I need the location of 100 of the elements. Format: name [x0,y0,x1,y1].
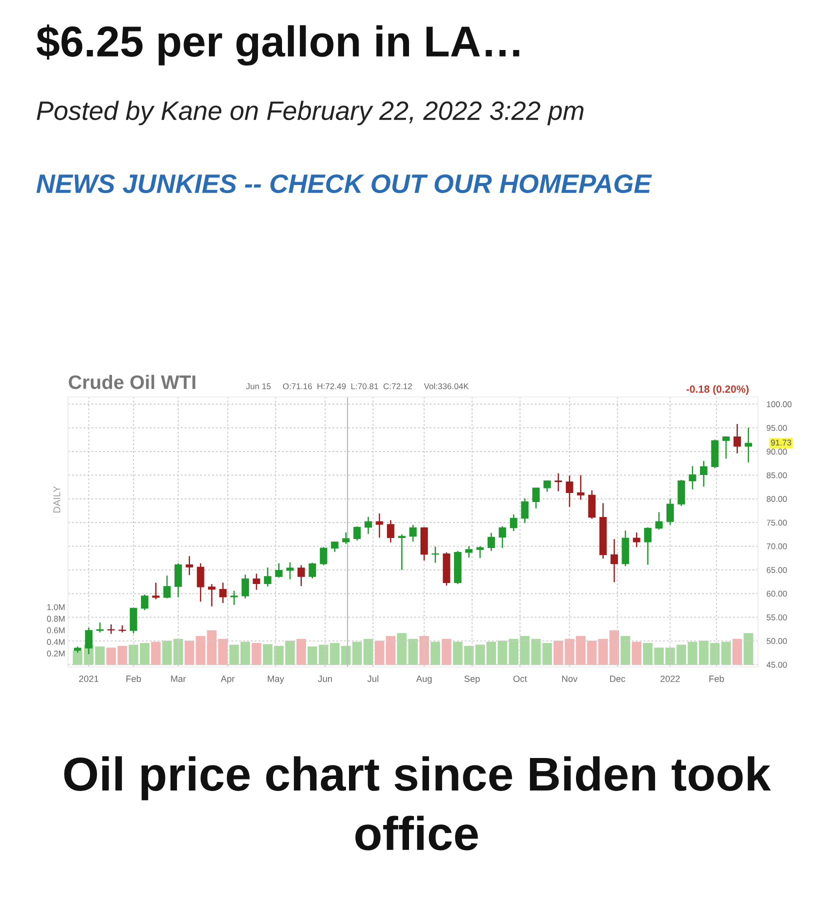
text: -0.18 (0.20%) [686,385,749,395]
bar [732,638,742,665]
y-tick-label: 90.00 [766,448,787,455]
candlestick [196,562,204,602]
candlestick [734,423,741,454]
candlestick [364,516,372,535]
x-tick-label: Jun [318,676,332,682]
candlestick [409,524,417,542]
x-tick-label: Oct [513,676,527,682]
candlestick [96,622,104,634]
y-tick-label: 0.4M [47,639,65,645]
y-tick-label: 0.8M [47,616,65,622]
candlestick [286,562,294,580]
bar [442,638,452,665]
candlestick [588,490,596,520]
candlestick [521,498,529,524]
x-tick-label: Jul [367,675,378,682]
bar [620,636,630,665]
y-tick-label: 55.00 [766,614,787,620]
x-tick-label: Feb [126,675,141,682]
candlestick [532,487,540,509]
text: Jun 15 O:71.16 H:72.49 L:70.81 C:72.12 Vol:336.04K [246,383,469,390]
x-tick-label: Dec [610,676,626,682]
bar [296,638,306,665]
bar [721,642,731,665]
candlestick [498,526,506,549]
y-tick-label: 60.00 [766,590,787,597]
y-tick-label: 0.6M [47,627,65,634]
y-tick-label: 0.2M [47,650,65,656]
candlestick [118,624,126,634]
candlestick [242,574,249,599]
y-tick-label: 65.00 [766,567,787,573]
y-tick-label: 70.00 [766,543,787,550]
y-tick-label: 95.00 [766,424,787,431]
candlestick [566,475,574,508]
candlestick [632,532,640,548]
candlestick [320,546,328,566]
candlestick [275,562,283,578]
candlestick [488,532,495,552]
text: Posted by Kane on February 22, 2022 3:22 pm [36,100,584,126]
candlestick [688,466,696,490]
x-tick-label: Mar [171,676,186,682]
candlestick [398,534,406,571]
candlestick [476,546,484,559]
x-tick-label: 2021 [79,676,98,682]
candlestick [722,436,730,460]
candlestick [700,460,708,488]
x-tick-label: Aug [416,676,432,684]
candlestick [510,514,518,532]
y-tick-label: 45.00 [766,662,787,668]
candlestick [666,498,674,526]
candlestick [308,562,316,580]
y-tick-label: 1.0M [47,604,65,610]
y-tick-label: 75.00 [766,520,787,526]
annotation: 91.73 [771,440,792,446]
bar [744,633,754,665]
candlestick [376,512,384,538]
text: NEWS JUNKIES -- CHECK OUT OUR HOMEPAGE [36,174,652,194]
candlestick [140,594,148,611]
candlestick [353,526,361,542]
text: $6.25 per gallon in LA… [36,24,520,66]
candlestick [252,573,260,590]
x-tick-label: 2022 [660,676,680,682]
candlestick [342,532,350,544]
candlestick [554,472,562,492]
candlestick [219,582,227,604]
y-tick-label: 80.00 [766,496,787,502]
bar [632,642,642,665]
y-tick-label: 100.00 [766,401,792,408]
candlestick [577,474,584,500]
bar [184,640,194,665]
x-tick-label: Apr [220,676,235,684]
bar [151,642,161,665]
candlestick [107,624,115,634]
bar [430,642,440,665]
candlestick [163,574,171,599]
candlestick [644,526,652,566]
text: Oil price chart since Biden took office [64,756,771,850]
candlestick [186,556,194,576]
bar [308,646,318,665]
x-tick-label: Sep [464,676,480,684]
candlestick [130,607,138,634]
candlestick [678,479,686,507]
chart-title: Crude Oil WTI [68,374,196,390]
candlestick [744,427,752,463]
y-tick-label: 85.00 [766,472,787,478]
candlestick [386,520,394,544]
candlestick [465,546,473,558]
candlestick [432,546,440,564]
bar [419,636,429,665]
x-tick-label: Feb [709,675,724,682]
y-tick-label: 50.00 [766,638,787,644]
candlestick [208,583,216,607]
candlestick [297,564,305,587]
candlestick [610,538,618,583]
candlestick [264,566,272,588]
candlestick [174,562,182,598]
candlestick [152,582,160,600]
candlestick [655,511,663,530]
x-tick-label: May [268,676,284,684]
